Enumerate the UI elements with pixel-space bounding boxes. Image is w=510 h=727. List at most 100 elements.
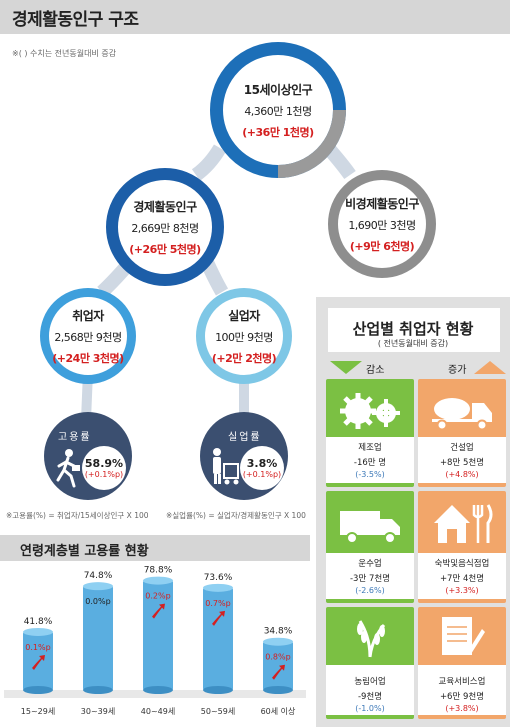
- node-unemployed-value: 100만 9천명: [215, 330, 273, 344]
- bar-value-label: 74.8%: [84, 571, 113, 581]
- industry-title-box: [328, 308, 500, 352]
- bar-bottom: [263, 686, 293, 694]
- tile-education-name: 교육서비스업: [438, 677, 486, 687]
- node-pop15-gray-arc: [277, 109, 346, 178]
- bar-group: 73.6% 0.7%p 50~59세: [201, 573, 235, 716]
- x-tick-label: 40~49세: [141, 707, 175, 716]
- tile-agriculture-value: -9천명: [357, 692, 383, 702]
- bar-top: [143, 576, 173, 585]
- node-active-title: 경제활동인구: [133, 199, 197, 214]
- tile-agriculture-change: (-1.0%): [355, 704, 385, 713]
- node-pop15-value: 4,360만 1천명: [244, 104, 312, 118]
- header-bar: [0, 0, 510, 34]
- node-inactive-title: 비경제활동인구: [345, 196, 419, 211]
- bar-change-label: 0.2%p: [145, 592, 170, 601]
- node-employed-value: 2,568만 9천명: [54, 330, 122, 344]
- chart-baseline: [4, 690, 306, 698]
- bar-group: 41.8% 0.1%p 15~29세: [21, 617, 55, 716]
- age-section-header: [0, 535, 310, 561]
- node-pop15-title: 15세이상인구: [243, 82, 313, 97]
- gears-icon: [340, 393, 400, 429]
- bar-bottom: [23, 686, 53, 694]
- bar-group: 34.8% 0.8%p 60세 이상: [261, 627, 296, 716]
- node-employed: 취업자 2,568만 9천명 (+24만 3천명): [40, 288, 136, 384]
- bar-change-label: 0.0%p: [85, 597, 110, 606]
- node-unemployed-title: 실업자: [228, 308, 260, 323]
- house-cutlery-icon: [434, 504, 493, 543]
- increase-label: 증가: [448, 365, 467, 376]
- bar-top: [83, 582, 113, 591]
- tile-manufacturing-name: 제조업: [358, 443, 382, 453]
- employment-rate-change: (+0.1%p): [84, 470, 124, 479]
- tile-education-info: [418, 665, 506, 715]
- node-active-change: (+26만 5천명): [129, 242, 201, 256]
- x-tick-label: 60세 이상: [261, 706, 296, 716]
- person-with-cart-icon: [213, 448, 239, 485]
- bar-bottom: [83, 686, 113, 694]
- notebook-pen-icon: [442, 617, 485, 655]
- running-person-icon: [56, 449, 80, 488]
- note-text: ※( ) 수치는 전년동월대비 증감: [12, 49, 117, 58]
- employment-rate-value: 58.9%: [84, 457, 124, 470]
- age-employment-bar-chart: 41.8% 0.1%p 15~29세 74.8% 0.0%p 30~39세 78.8% 0.2…: [4, 566, 306, 716]
- decrease-triangle-icon: [330, 361, 362, 374]
- up-arrow-icon: [272, 664, 285, 680]
- unemployment-rate-value: 3.8%: [246, 457, 278, 470]
- tile-construction: [418, 379, 506, 487]
- employment-formula: ※고용률(%) = 취업자/15세이상인구 X 100: [6, 511, 149, 520]
- bar-top: [203, 583, 233, 592]
- industry-direction-headers: [330, 361, 506, 374]
- bar-value-label: 78.8%: [144, 566, 173, 576]
- decrease-label: 감소: [366, 365, 385, 376]
- node-pop15-change: (+36만 1천명): [242, 125, 314, 139]
- bar: [83, 586, 113, 690]
- node-employed-change: (+24만 3천명): [52, 351, 124, 365]
- x-tick-label: 15~29세: [21, 707, 55, 716]
- bar-bottom: [143, 686, 173, 694]
- tile-agriculture: [326, 607, 414, 719]
- bar-value-label: 34.8%: [264, 627, 293, 637]
- node-inactive-value: 1,690만 3천명: [348, 218, 416, 232]
- tile-manufacturing-value: -16만 명: [353, 458, 387, 468]
- tile-construction-change: (+4.8%): [445, 470, 479, 479]
- tile-construction-name: 건설업: [450, 443, 474, 453]
- tile-construction-value: +8만 5천명: [439, 458, 485, 468]
- bar: [143, 580, 173, 690]
- up-arrow-icon: [32, 654, 45, 670]
- bar: [263, 641, 293, 690]
- x-tick-label: 50~59세: [201, 707, 235, 716]
- tile-construction-info: [418, 437, 506, 483]
- tile-transport-name: 운수업: [358, 559, 382, 569]
- up-arrow-icon: [152, 603, 165, 619]
- bar-change-label: 0.7%p: [205, 599, 230, 608]
- unemployment-rate-box: 3.8% (+0.1%p): [240, 446, 284, 490]
- tile-education-change: (+3.8%): [445, 704, 479, 713]
- tile-agriculture-info: [326, 665, 414, 715]
- tile-manufacturing: [326, 379, 414, 487]
- node-active: 경제활동인구 2,669만 8천명 (+26만 5천명): [106, 168, 224, 286]
- tile-hospitality: [418, 491, 506, 603]
- bar: [203, 587, 233, 690]
- industry-subtitle: ( 전년동월대비 증감): [377, 339, 449, 348]
- bar-value-label: 73.6%: [204, 573, 233, 583]
- node-unemployed: 실업자 100만 9천명 (+2만 2천명): [196, 288, 292, 384]
- tile-transport: [326, 491, 414, 603]
- tile-hospitality-value: +7만 4천명: [439, 574, 485, 584]
- bar-change-label: 0.8%p: [265, 653, 290, 662]
- bar-value-label: 41.8%: [24, 617, 53, 627]
- page-title: 경제활동인구 구조: [12, 10, 139, 30]
- increase-triangle-icon: [474, 361, 506, 374]
- bar-change-label: 0.1%p: [25, 643, 50, 652]
- tile-transport-value: -3만 7천명: [349, 574, 391, 584]
- tile-manufacturing-info: [326, 437, 414, 483]
- tile-transport-info: [326, 553, 414, 599]
- node-inactive: 비경제활동인구 1,690만 3천명 (+9만 6천명): [328, 170, 436, 278]
- truck-icon: [340, 511, 400, 544]
- tile-hospitality-change: (+3.3%): [445, 586, 479, 595]
- node-employed-title: 취업자: [72, 308, 104, 323]
- mixer-truck-icon: [432, 398, 492, 431]
- unemployment-rate-label: 실업률: [228, 432, 262, 443]
- bar-group: 74.8% 0.0%p 30~39세: [81, 571, 115, 716]
- tile-education-value: +6만 9천명: [439, 692, 485, 702]
- bar: [23, 631, 53, 690]
